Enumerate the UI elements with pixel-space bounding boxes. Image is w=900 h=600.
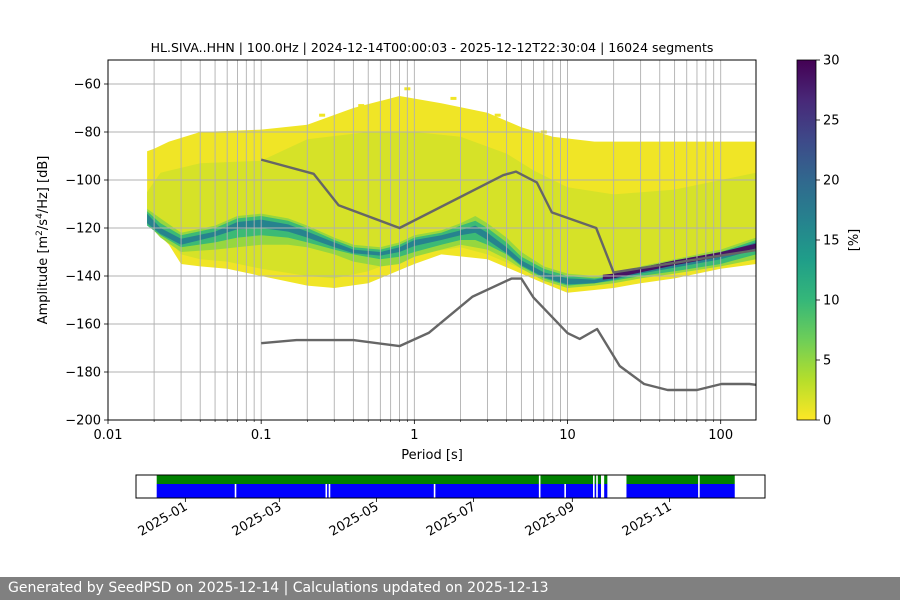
sparse-density-cell-1 bbox=[319, 113, 326, 117]
x-tick-label: 0.1 bbox=[251, 428, 272, 443]
colorbar-tick-label: 0 bbox=[823, 414, 831, 429]
available-gap bbox=[538, 484, 541, 498]
available-gap bbox=[596, 484, 598, 498]
colorbar-tick-label: 30 bbox=[823, 54, 840, 69]
available-bar bbox=[156, 484, 735, 498]
timeline-tick-label: 2025-01 bbox=[136, 499, 191, 539]
y-axis-ticks: −60 −80 −100 −120 −140 −160 −180 −200 bbox=[65, 78, 108, 429]
colorbar-tick-label: 5 bbox=[823, 354, 831, 369]
colorbar-tick-label: 20 bbox=[823, 174, 840, 189]
y-label-suffix: /Hz] [dB] bbox=[36, 156, 51, 214]
colorbar-tick-label: 15 bbox=[823, 234, 840, 249]
sparse-density-cell-4 bbox=[450, 96, 457, 100]
timeline-tick-label: 2025-09 bbox=[523, 499, 578, 539]
colorbar-tick-label: 10 bbox=[823, 294, 840, 309]
available-gap bbox=[698, 484, 700, 498]
available-gap bbox=[325, 484, 328, 498]
x-tick-label: 0.01 bbox=[94, 428, 123, 443]
timeline-tick-label: 2025-05 bbox=[327, 499, 382, 539]
processed-gap bbox=[593, 475, 595, 484]
y-tick-label: −100 bbox=[65, 174, 101, 189]
available-gap bbox=[564, 484, 566, 498]
y-label-mid: /s bbox=[36, 219, 51, 230]
footer-bar: Generated by SeedPSD on 2025-12-14 | Cal… bbox=[0, 577, 900, 600]
available-gap bbox=[607, 484, 627, 498]
x-tick-label: 100 bbox=[708, 428, 733, 443]
chart-title: HL.SIVA..HHN | 100.0Hz | 2024-12-14T00:0… bbox=[151, 40, 714, 55]
colorbar bbox=[796, 59, 817, 421]
processed-gap bbox=[607, 475, 627, 484]
x-tick-label: 10 bbox=[559, 428, 576, 443]
processed-gap bbox=[698, 475, 700, 484]
colorbar-tick-label: 25 bbox=[823, 114, 840, 129]
timeline-tick-label: 2025-11 bbox=[620, 499, 675, 539]
colorbar-label: [%] bbox=[847, 229, 862, 252]
colorbar-ticks: 0 5 10 15 20 25 30 bbox=[816, 54, 840, 429]
processed-bar bbox=[156, 475, 735, 484]
timeline-ticks: 2025-01 2025-03 2025-05 2025-07 2025-09 2025-… bbox=[136, 498, 675, 540]
noise-models bbox=[260, 158, 756, 392]
y-tick-label: −140 bbox=[65, 270, 101, 285]
y-tick-label: −60 bbox=[74, 78, 101, 93]
available-gap bbox=[433, 484, 436, 498]
processed-gap bbox=[596, 475, 598, 484]
nlnm-line bbox=[261, 277, 756, 392]
x-axis-ticks: 0.01 0.1 1 10 100 bbox=[94, 420, 733, 443]
plot-frame bbox=[107, 59, 757, 421]
available-gap bbox=[593, 484, 595, 498]
y-label-superscript-2: 2 bbox=[35, 230, 45, 236]
available-gap bbox=[600, 484, 605, 498]
y-axis-label: Amplitude [m2/s4/Hz] [dB] bbox=[35, 156, 51, 325]
processed-gap bbox=[600, 475, 605, 484]
sparse-density-cell-5 bbox=[494, 113, 501, 117]
y-label-superscript-4: 4 bbox=[35, 213, 45, 219]
sparse-density-cell-7 bbox=[576, 144, 583, 148]
processed-gap bbox=[538, 475, 541, 484]
y-tick-label: −200 bbox=[65, 414, 101, 429]
density-band-5 bbox=[147, 213, 756, 285]
timeline-frame bbox=[135, 474, 766, 499]
y-tick-label: −180 bbox=[65, 366, 101, 381]
nhnm-line bbox=[260, 158, 756, 274]
x-axis-label: Period [s] bbox=[401, 448, 463, 463]
timeline-tick-label: 2025-03 bbox=[230, 499, 285, 539]
available-gap bbox=[234, 484, 237, 498]
x-tick-label: 1 bbox=[410, 428, 418, 443]
timeline-tick-label: 2025-07 bbox=[424, 499, 479, 539]
sparse-density-cell-2 bbox=[358, 104, 365, 108]
y-tick-label: −120 bbox=[65, 222, 101, 237]
y-label-prefix: Amplitude [m bbox=[36, 236, 51, 325]
availability-timeline bbox=[156, 475, 735, 498]
y-tick-label: −80 bbox=[74, 126, 101, 141]
available-gap bbox=[328, 484, 331, 498]
y-tick-label: −160 bbox=[65, 318, 101, 333]
gridlines bbox=[108, 60, 756, 420]
